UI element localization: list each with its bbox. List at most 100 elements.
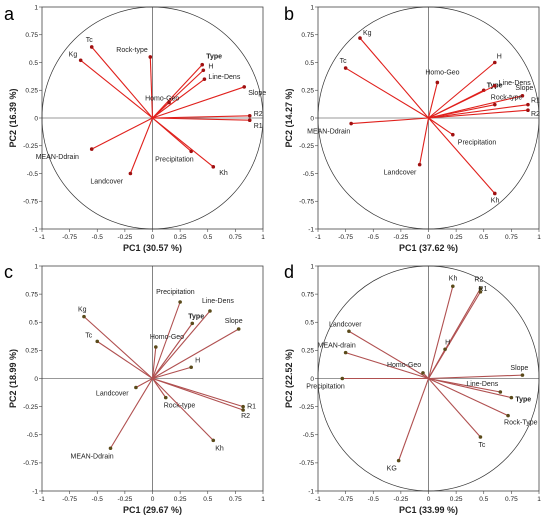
point-label-line-dens: Line-Dens [208, 74, 240, 81]
point-label-tc: Tc [478, 442, 486, 449]
loading-vector-tc [428, 378, 481, 438]
y-tick-label: -1 [32, 488, 38, 495]
y-tick-label: -0.75 [299, 460, 314, 467]
loading-vector-precipitation [151, 301, 181, 379]
loading-vector-rock-type [428, 104, 495, 119]
x-tick-label: 0 [151, 496, 155, 503]
loading-point-precipitation [178, 300, 182, 304]
x-tick-label: -0.5 [368, 496, 380, 503]
point-label-h: H [195, 357, 200, 364]
point-label-r2: R2 [474, 277, 483, 284]
y-tick-label: -0.25 [299, 404, 314, 411]
point-label-h: H [208, 63, 213, 70]
y-tick-label: -0.25 [23, 404, 38, 411]
loading-vector-homo-geo [427, 82, 438, 119]
point-label-r1: R1 [247, 404, 256, 411]
loading-vector-mean-ddrain [91, 117, 153, 150]
point-label-rock-type: Rock-Type [504, 420, 538, 427]
loading-point-kg [358, 36, 362, 40]
x-tick-label: -0.25 [393, 234, 408, 241]
y-tick-label: 0.5 [29, 60, 38, 67]
panel-letter: a [4, 4, 15, 24]
point-label-r1: R1 [254, 123, 263, 130]
loading-vector-kg [80, 59, 153, 119]
loading-vector-r2 [152, 115, 250, 119]
loading-point-kg [82, 314, 86, 319]
point-label-kg: Kg [78, 307, 87, 314]
loading-point-type [509, 395, 514, 400]
loading-vector-kg [359, 37, 429, 119]
x-axis-label: PC1 (33.99 %) [399, 505, 458, 515]
x-tick-label: 0.5 [479, 496, 488, 503]
loading-point-h [189, 365, 193, 370]
loading-point-landcover [128, 171, 133, 176]
y-tick-label: -0.5 [27, 432, 39, 439]
point-label-type: Type [188, 313, 204, 320]
x-tick-label: -1 [39, 496, 45, 503]
loading-vector-rock-type [152, 378, 167, 398]
point-label-tc: Tc [340, 58, 348, 65]
point-label-homo-geo: Homo-Geo [150, 334, 184, 341]
loading-point-homo-geo [421, 371, 425, 375]
loading-vector-type [428, 377, 512, 399]
point-label-line-dens: Line-Dens [466, 381, 498, 388]
loading-point-r2 [247, 113, 252, 118]
loading-point-r2 [478, 286, 483, 291]
loading-point-line-dens [498, 390, 503, 394]
loading-vector-r2 [152, 377, 244, 411]
point-label-rock-type: Rock-type [116, 47, 148, 54]
point-label-landcover: Landcover [96, 391, 129, 398]
point-label-kh: Kh [449, 275, 458, 282]
y-tick-label: 0.25 [301, 348, 314, 355]
loading-vector-homo-geo [152, 102, 170, 119]
loading-point-kh [211, 165, 216, 169]
y-tick-label: 0.75 [301, 32, 314, 39]
loading-vector-rock-type [149, 56, 154, 119]
loading-vector-kh [428, 117, 496, 194]
x-tick-label: -0.75 [62, 234, 77, 241]
loading-vector-slope [152, 328, 239, 379]
loading-point-type [200, 62, 205, 67]
loading-vector-kg [398, 378, 430, 461]
panel-letter: c [4, 262, 13, 282]
loading-point-line-dens [208, 309, 212, 313]
point-label-kg: Kg [363, 30, 372, 37]
point-label-kh: Kh [215, 445, 224, 452]
x-tick-label: -1 [315, 234, 321, 241]
point-label-landcover: Landcover [384, 170, 417, 177]
x-tick-label: -0.75 [62, 496, 77, 503]
y-tick-label: 0.75 [301, 291, 314, 298]
x-axis-label: PC1 (30.57 %) [123, 243, 182, 253]
loading-point-slope [236, 327, 241, 331]
loading-point-line-dens [493, 84, 497, 88]
loading-vector-kh [152, 117, 214, 168]
y-tick-label: -1 [32, 226, 38, 233]
loading-vector-line-dens [428, 85, 496, 119]
point-label-precipitation: Precipitation [458, 140, 497, 147]
y-tick-label: 0 [310, 115, 314, 122]
y-axis-label: PC2 (22.52 %) [284, 349, 294, 408]
y-tick-label: 0 [310, 376, 314, 383]
point-label-homo-geo: Homo-Geo [145, 95, 179, 102]
loading-point-r1 [478, 290, 483, 294]
x-tick-label: -0.75 [338, 496, 353, 503]
loading-point-tc [95, 339, 100, 344]
y-axis-label: PC2 (16.39 %) [8, 88, 18, 147]
loading-vector-landcover [348, 330, 429, 379]
y-tick-label: 0.75 [25, 32, 38, 39]
loading-point-mean-drain [343, 350, 348, 355]
loading-vector-kh [152, 378, 214, 441]
x-tick-label: 0.25 [450, 234, 463, 241]
loading-point-mean-ddrain [108, 446, 113, 451]
loading-point-slope [242, 85, 247, 89]
panel-letter: d [284, 262, 294, 282]
loading-point-r1 [526, 102, 530, 107]
point-label-rock-type: Rock-type [491, 95, 523, 102]
y-tick-label: 1 [310, 263, 314, 270]
loading-vector-tc [345, 67, 429, 119]
loading-point-rock-type [493, 102, 497, 107]
x-tick-label: 0.75 [505, 234, 518, 241]
y-axis-label: PC2 (14.27 %) [284, 88, 294, 147]
point-label-line-dens: Line-Dens [202, 298, 234, 305]
point-label-kg: Kg [69, 51, 78, 58]
